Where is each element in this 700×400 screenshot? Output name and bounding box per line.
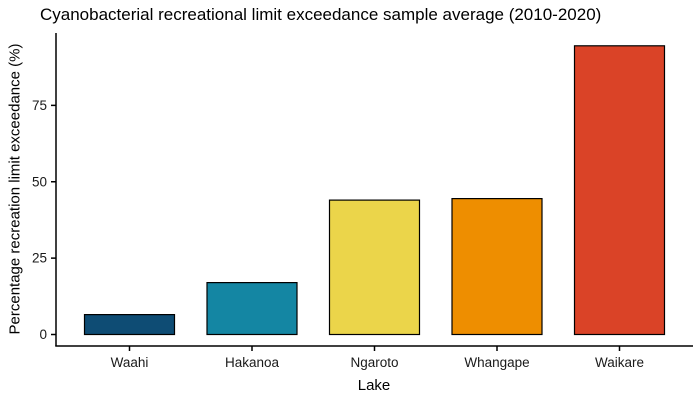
x-tick-label: Hakanoa bbox=[225, 355, 280, 370]
x-tick-label: Waahi bbox=[111, 355, 149, 370]
y-tick-label: 25 bbox=[32, 251, 47, 266]
x-tick-label: Waikare bbox=[595, 355, 644, 370]
bar-waikare bbox=[573, 45, 666, 336]
x-tick-label: Whangape bbox=[464, 355, 529, 370]
chart-title: Cyanobacterial recreational limit exceed… bbox=[40, 5, 602, 24]
y-tick-label: 75 bbox=[32, 98, 47, 113]
bar-waahi bbox=[83, 314, 176, 336]
y-tick-label: 50 bbox=[32, 174, 47, 189]
bar-whangape bbox=[451, 198, 543, 336]
bar-ngaroto bbox=[328, 199, 421, 336]
bar-hakanoa bbox=[206, 282, 298, 336]
x-axis-title: Lake bbox=[357, 377, 391, 394]
x-tick-label: Ngaroto bbox=[350, 355, 398, 370]
y-tick-label: 0 bbox=[39, 327, 47, 342]
